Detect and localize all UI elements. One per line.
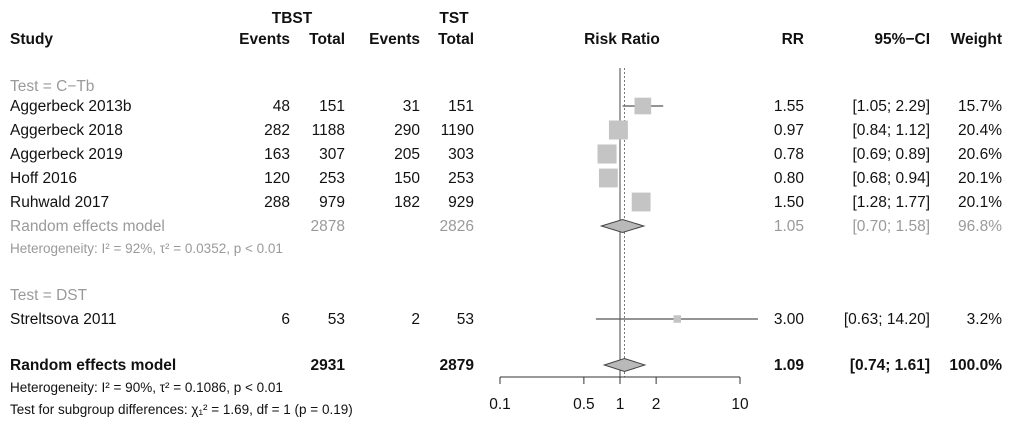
ci-value: [0.68; 0.94] bbox=[852, 170, 930, 187]
pooled-diamond bbox=[602, 357, 647, 373]
weight-value: 3.2% bbox=[966, 311, 1002, 328]
events2-value: 2 bbox=[411, 311, 420, 328]
x-tick-label: 0.5 bbox=[573, 396, 595, 413]
events2-value: 31 bbox=[402, 98, 420, 115]
events1-value: 288 bbox=[264, 194, 290, 211]
events1-value: 48 bbox=[272, 98, 290, 115]
total2-value: 2826 bbox=[439, 218, 474, 235]
total2-value: 2879 bbox=[439, 357, 474, 374]
ci-value: [0.63; 14.20] bbox=[843, 311, 930, 328]
weight-value: 20.4% bbox=[958, 122, 1002, 139]
weight-value: 20.1% bbox=[958, 194, 1002, 211]
rr-header: RR bbox=[781, 31, 804, 48]
total1-value: 151 bbox=[319, 98, 345, 115]
total2-value: 53 bbox=[456, 311, 474, 328]
rr-value: 0.97 bbox=[773, 122, 804, 139]
weight-value: 20.1% bbox=[958, 170, 1002, 187]
rr-value: 3.00 bbox=[773, 311, 804, 328]
rr-value: 1.05 bbox=[773, 218, 804, 235]
weight-value: 96.8% bbox=[958, 218, 1002, 235]
weight-header: Weight bbox=[950, 31, 1002, 48]
total2-header: Total bbox=[438, 31, 474, 48]
events1-header: Events bbox=[239, 31, 290, 48]
total1-value: 2931 bbox=[310, 357, 345, 374]
rr-value: 1.55 bbox=[773, 98, 804, 115]
study-box bbox=[598, 168, 618, 188]
ci-value: [1.28; 1.77] bbox=[852, 194, 930, 211]
total1-value: 307 bbox=[319, 146, 345, 163]
plot-header: Risk Ratio bbox=[584, 31, 660, 48]
events1-value: 120 bbox=[264, 170, 290, 187]
study-name: Ruhwald 2017 bbox=[10, 194, 110, 211]
weight-value: 15.7% bbox=[958, 98, 1002, 115]
rr-value: 0.80 bbox=[773, 170, 804, 187]
study-name: Aggerbeck 2013b bbox=[10, 98, 132, 115]
study-box bbox=[673, 315, 682, 323]
study-name: Aggerbeck 2018 bbox=[10, 122, 123, 139]
events2-value: 205 bbox=[394, 146, 420, 163]
total1-value: 53 bbox=[327, 311, 345, 328]
weight-value: 20.6% bbox=[958, 146, 1002, 163]
group2-header: TST bbox=[439, 10, 469, 27]
overall-heterogeneity: Heterogeneity: I² = 90%, τ² = 0.1086, p … bbox=[10, 380, 283, 395]
ci-value: [0.74; 1.61] bbox=[849, 357, 930, 374]
study-header: Study bbox=[10, 31, 54, 48]
events1-value: 163 bbox=[264, 146, 290, 163]
study-name: Aggerbeck 2019 bbox=[10, 146, 123, 163]
events1-value: 6 bbox=[281, 311, 290, 328]
ci-value: [0.84; 1.12] bbox=[852, 122, 930, 139]
pooled-diamond bbox=[599, 218, 646, 234]
subgroup-heterogeneity: Heterogeneity: I² = 92%, τ² = 0.0352, p … bbox=[10, 241, 283, 256]
total2-value: 929 bbox=[448, 194, 474, 211]
study-box bbox=[634, 97, 652, 115]
overall-name: Random effects model bbox=[10, 357, 177, 374]
total1-value: 1188 bbox=[311, 122, 345, 139]
total1-value: 979 bbox=[319, 194, 345, 211]
total2-value: 253 bbox=[448, 170, 474, 187]
x-tick-label: 1 bbox=[616, 396, 625, 413]
rr-value: 1.09 bbox=[773, 357, 804, 374]
study-box bbox=[631, 192, 651, 212]
events2-value: 290 bbox=[394, 122, 420, 139]
study-name: Hoff 2016 bbox=[10, 170, 77, 187]
subgroup-test: Test for subgroup differences: χ₁² = 1.6… bbox=[10, 402, 353, 417]
weight-value: 100.0% bbox=[949, 357, 1002, 374]
ci-value: [1.05; 2.29] bbox=[852, 98, 930, 115]
rr-value: 1.50 bbox=[773, 194, 804, 211]
subgroup-label: Test = DST bbox=[10, 287, 88, 304]
pooled-name: Random effects model bbox=[10, 218, 165, 235]
total2-value: 151 bbox=[448, 98, 474, 115]
x-tick-label: 2 bbox=[652, 396, 661, 413]
total1-value: 2878 bbox=[310, 218, 345, 235]
ci-header: 95%−CI bbox=[874, 31, 930, 48]
events2-value: 182 bbox=[394, 194, 420, 211]
x-tick-label: 0.1 bbox=[489, 396, 511, 413]
rr-value: 0.78 bbox=[773, 146, 804, 163]
study-box bbox=[608, 120, 628, 140]
study-box bbox=[597, 144, 617, 164]
total2-value: 303 bbox=[448, 146, 474, 163]
total1-header: Total bbox=[309, 31, 345, 48]
ci-value: [0.69; 0.89] bbox=[852, 146, 930, 163]
ci-value: [0.70; 1.58] bbox=[852, 218, 930, 235]
x-tick-label: 10 bbox=[731, 396, 749, 413]
total1-value: 253 bbox=[319, 170, 345, 187]
events1-value: 282 bbox=[264, 122, 290, 139]
events2-header: Events bbox=[369, 31, 420, 48]
study-name: Streltsova 2011 bbox=[10, 311, 117, 328]
events2-value: 150 bbox=[394, 170, 420, 187]
total2-value: 1190 bbox=[440, 122, 474, 139]
group1-header: TBST bbox=[271, 10, 313, 27]
subgroup-label: Test = C−Tb bbox=[10, 78, 95, 95]
